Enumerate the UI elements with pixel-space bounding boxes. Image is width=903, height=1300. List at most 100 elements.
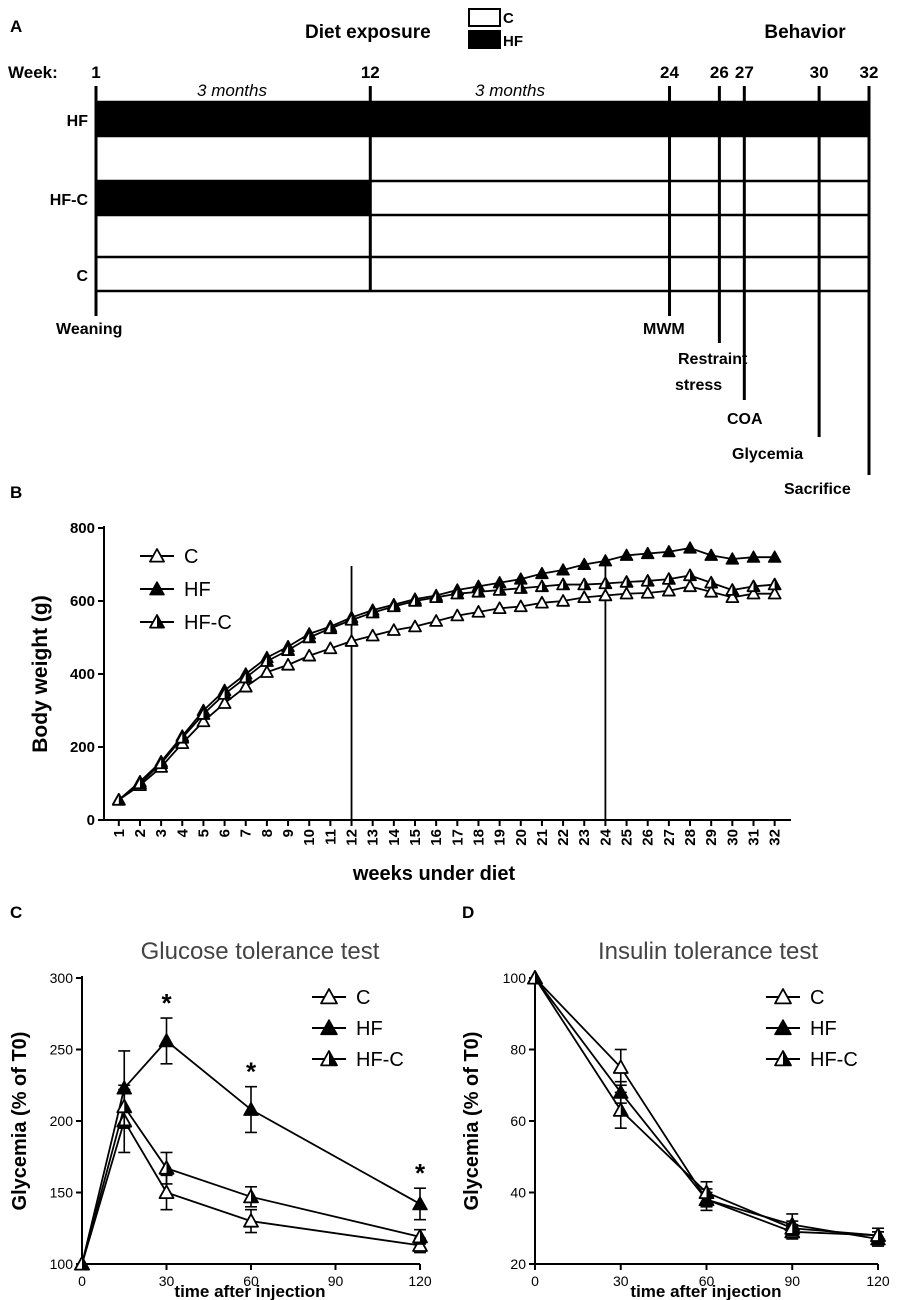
data-point (612, 1059, 629, 1074)
data-point (365, 605, 380, 619)
legend-item-hf-c: HF-C (312, 1049, 404, 1071)
x-tick-label: 11 (322, 829, 339, 845)
data-point (556, 577, 570, 591)
data-point (767, 586, 782, 600)
data-point (344, 613, 359, 626)
y-axis-label: Glycemia (% of T0) (461, 1032, 483, 1211)
panel-b-label: B (10, 483, 22, 502)
y-axis-label: Glycemia (% of T0) (9, 1032, 31, 1211)
x-axis-label: time after injection (630, 1282, 781, 1300)
data-point (683, 541, 697, 554)
data-point (158, 1160, 175, 1175)
y-tick-label: 150 (50, 1185, 74, 1201)
legend-label: HF (184, 579, 211, 601)
group-bar-hf-fill (96, 181, 371, 215)
data-point (243, 1213, 259, 1228)
x-tick-label: 13 (365, 829, 382, 846)
data-point (386, 623, 401, 636)
x-tick-label: 0 (531, 1273, 539, 1289)
series-hf (112, 541, 782, 806)
y-tick-label: 60 (510, 1113, 526, 1129)
legend: C HF HF-C (766, 987, 858, 1071)
y-tick-label: 100 (503, 970, 527, 986)
data-point (450, 586, 465, 600)
data-point (471, 605, 486, 618)
data-point (492, 583, 507, 596)
series-line (118, 547, 775, 801)
data-point (238, 679, 253, 693)
data-point (196, 714, 211, 728)
data-point (158, 1033, 175, 1048)
x-tick-label: 30 (724, 829, 741, 846)
diet-group-c: C (76, 255, 871, 293)
data-point (365, 628, 380, 642)
x-tick-label: 90 (328, 1273, 344, 1289)
x-tick-label: 17 (449, 829, 466, 846)
data-point (598, 576, 613, 590)
series-hf-c (111, 568, 782, 806)
y-tick-label: 0 (87, 812, 95, 829)
x-axis-label: time after injection (174, 1282, 325, 1300)
data-point (408, 619, 422, 633)
x-tick-label: 15 (407, 829, 424, 846)
x-tick-label: 7 (238, 829, 255, 837)
x-tick-label: 0 (78, 1273, 86, 1289)
data-point (243, 1101, 259, 1116)
week-tick-label: 27 (735, 63, 754, 82)
x-tick-label: 32 (767, 829, 784, 846)
data-point (154, 756, 169, 770)
panel-d: D 20 40 60 80 100 0 30 60 90 120 time after inject… (461, 903, 890, 1300)
panel-a-label: A (10, 17, 22, 36)
data-point (513, 581, 528, 594)
y-tick-label: 600 (70, 593, 95, 610)
legend-label: C (356, 987, 370, 1009)
x-tick-label: 28 (682, 829, 699, 846)
week-tick-labels: 1 12 24 26 27 30 32 (91, 63, 878, 82)
week-tick-label: 1 (91, 63, 100, 82)
y-tick-label: 250 (50, 1042, 74, 1058)
data-point (767, 577, 782, 591)
week-tick-label: 26 (710, 63, 729, 82)
y-axis-label: Body weight (g) (29, 595, 52, 752)
data-point (556, 594, 570, 607)
data-point (281, 657, 295, 671)
legend-marker (149, 614, 165, 629)
x-tick-label: 22 (555, 829, 572, 846)
legend-item-c: C (766, 987, 824, 1009)
data-point (767, 550, 782, 563)
x-tick-label: 21 (534, 829, 551, 846)
x-tick-label: 9 (280, 829, 297, 837)
y-tick-label: 300 (50, 970, 74, 986)
data-point (619, 586, 634, 600)
glucose-tolerance-chart: 100 150 200 250 300 0 30 60 90 120 time after inje… (9, 938, 432, 1300)
data-point (661, 572, 676, 585)
legend-label: HF (810, 1018, 837, 1040)
data-point (640, 546, 655, 560)
x-tick-label: 10 (301, 829, 318, 846)
legend-label: HF-C (356, 1049, 404, 1071)
data-point (158, 1184, 175, 1199)
data-point (450, 608, 465, 622)
data-point (704, 584, 719, 598)
data-point (429, 590, 444, 604)
timeline-events: Weaning MWM Restraint stress COA Glycemia Sacr… (56, 86, 871, 498)
data-point (662, 544, 676, 558)
x-tick-label: 4 (174, 828, 191, 837)
data-point (302, 630, 317, 644)
week-label: Week: (8, 63, 58, 82)
panel-a: A Diet exposure C HF Behavior Week: 1 12 2… (8, 8, 878, 498)
x-tick-label: 30 (613, 1273, 629, 1289)
x-tick-label: 5 (195, 829, 212, 837)
group-bar-outline (94, 255, 871, 293)
data-point (619, 548, 634, 561)
span-label-first: 3 months (197, 81, 267, 100)
y-tick-label: 800 (70, 520, 95, 537)
data-point (412, 1228, 428, 1244)
x-tick-label: 25 (619, 829, 636, 846)
data-point (74, 1256, 90, 1271)
data-point (408, 594, 422, 607)
panel-c-label: C (10, 903, 22, 922)
week-tick-label: 30 (810, 63, 829, 82)
series-hf-c (527, 970, 886, 1244)
event-label: Glycemia (732, 446, 803, 463)
